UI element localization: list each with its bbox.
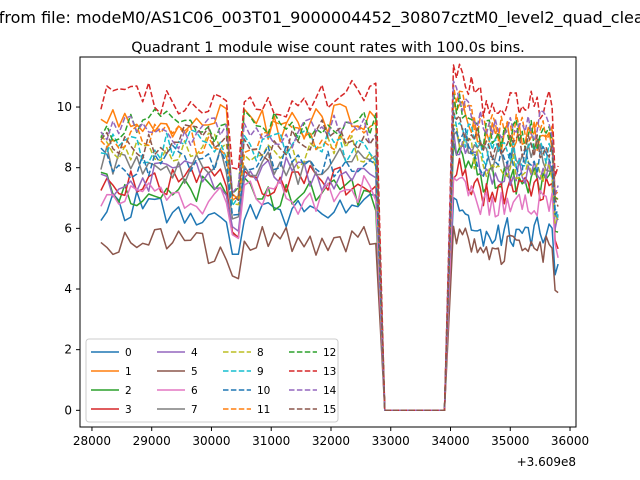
legend-label-11: 11 xyxy=(257,404,270,416)
legend-label-5: 5 xyxy=(191,366,198,378)
plot-series xyxy=(100,63,559,412)
legend-label-4: 4 xyxy=(191,347,198,359)
legend-label-1: 1 xyxy=(125,366,132,378)
series-line-14 xyxy=(100,80,559,412)
x-tick-label: 31000 xyxy=(252,434,290,448)
x-tick-label: 34000 xyxy=(431,434,469,448)
legend-label-10: 10 xyxy=(257,385,270,397)
x-axis: 28000 29000 30000 31000 32000 33000 34000 35000… xyxy=(73,427,589,448)
legend-label-8: 8 xyxy=(257,347,264,359)
x-tick-label: 32000 xyxy=(312,434,350,448)
figure-suptitle: Data from file: modeM0/AS1C06_003T01_900… xyxy=(0,8,640,30)
y-tick-label: 8 xyxy=(64,161,72,175)
series-line-15 xyxy=(100,111,559,412)
legend-label-2: 2 xyxy=(125,385,132,397)
suptitle-text: Data from file: modeM0/AS1C06_003T01_900… xyxy=(0,8,640,27)
series-line-5 xyxy=(100,225,559,412)
legend-label-15: 15 xyxy=(323,404,336,416)
legend-label-14: 14 xyxy=(323,385,337,397)
series-line-13 xyxy=(100,63,559,412)
x-tick-label: 33000 xyxy=(372,434,410,448)
legend-label-13: 13 xyxy=(323,366,336,378)
y-tick-label: 2 xyxy=(64,343,72,357)
legend-label-3: 3 xyxy=(125,404,132,416)
y-tick-label: 10 xyxy=(57,100,72,114)
legend-label-9: 9 xyxy=(257,366,264,378)
chart-title: Quadrant 1 module wise count rates with … xyxy=(131,40,525,56)
legend-label-12: 12 xyxy=(323,347,336,359)
x-tick-label: 35000 xyxy=(491,434,529,448)
y-tick-label: 6 xyxy=(64,221,72,235)
plot-frame xyxy=(79,56,577,428)
y-axis: 0 2 4 6 8 10 xyxy=(57,100,80,417)
legend-box xyxy=(85,338,339,423)
x-tick-label: 28000 xyxy=(73,434,111,448)
y-tick-label: 4 xyxy=(64,282,72,296)
x-tick-label: 29000 xyxy=(133,434,171,448)
x-tick-label: 30000 xyxy=(192,434,230,448)
legend-label-6: 6 xyxy=(191,385,198,397)
legend-label-7: 7 xyxy=(191,404,198,416)
legend-label-0: 0 xyxy=(125,347,132,359)
y-tick-label: 0 xyxy=(64,403,72,417)
x-offset-label: +3.609e8 xyxy=(517,455,576,469)
x-tick-label: 36000 xyxy=(551,434,589,448)
